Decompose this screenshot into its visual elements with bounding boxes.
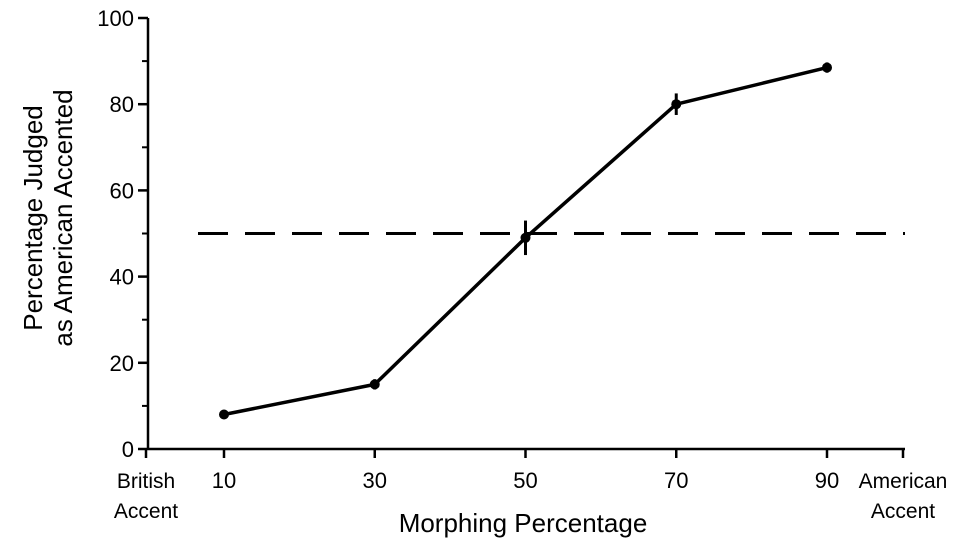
- x-tick-label-10: 10: [212, 468, 236, 493]
- data-point-70: [671, 99, 682, 110]
- x-left-label-line-1: British: [117, 470, 175, 493]
- data-point-90: [822, 62, 832, 73]
- y-tick-label-80: 80: [110, 92, 134, 117]
- x-tick-label-70: 70: [664, 468, 688, 493]
- series-layer: [219, 62, 832, 420]
- y-tick-label-20: 20: [110, 351, 134, 376]
- y-tick-label-0: 0: [122, 437, 134, 462]
- y-tick-label-100: 100: [97, 6, 134, 31]
- x-right-label-line-1: American: [859, 470, 948, 493]
- x-tick-label-50: 50: [513, 468, 537, 493]
- y-tick-label-60: 60: [110, 178, 134, 203]
- x-tick-label-30: 30: [363, 468, 387, 493]
- y-tick-label-40: 40: [110, 265, 134, 290]
- x-left-label-line-2: Accent: [114, 500, 178, 523]
- x-tick-label-90: 90: [815, 468, 839, 493]
- y-axis-title: Percentage Judged as American Accented: [18, 89, 78, 346]
- y-axis-title-line-2: as American Accented: [48, 89, 78, 346]
- data-point-10: [219, 409, 229, 420]
- ticks-layer: 0 20 40 60 80 100 10 30 50 70 90: [97, 6, 905, 493]
- x-axis-title: Morphing Percentage: [399, 508, 648, 538]
- data-point-50: [520, 232, 531, 243]
- y-axis-title-line-1: Percentage Judged: [18, 105, 48, 331]
- data-point-30: [369, 379, 380, 390]
- x-right-label-line-2: Accent: [871, 500, 935, 523]
